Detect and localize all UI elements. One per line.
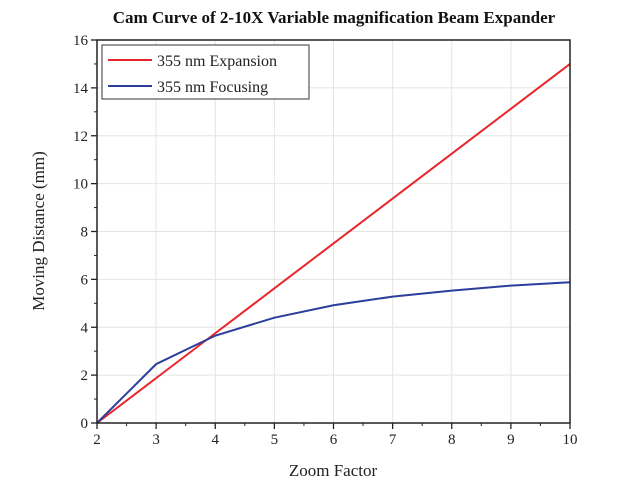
y-tick-label: 16: [73, 33, 89, 49]
x-tick-label: 7: [389, 432, 397, 448]
x-tick-label: 4: [212, 432, 220, 448]
y-tick-label: 0: [81, 416, 89, 432]
x-tick-label: 3: [152, 432, 160, 448]
series-lines: [96, 63, 571, 424]
x-tick-label: 6: [330, 432, 338, 448]
series-line-focusing: [96, 281, 571, 424]
y-tick-label: 10: [73, 177, 88, 193]
y-tick-label: 14: [73, 81, 89, 97]
x-tick-label: 2: [93, 432, 101, 448]
x-tick-label: 9: [507, 432, 515, 448]
y-tick-label: 6: [81, 272, 89, 288]
y-tick-label: 2: [81, 368, 89, 384]
legend-label-expansion: 355 nm Expansion: [157, 53, 277, 70]
series-line-expansion: [96, 63, 571, 424]
legend-label-focusing: 355 nm Focusing: [157, 79, 268, 96]
legend-box: [101, 44, 310, 100]
x-tick-label: 10: [563, 432, 578, 448]
chart-title: Cam Curve of 2-10X Variable magnificatio…: [113, 8, 556, 27]
x-tick-label: 5: [271, 432, 279, 448]
plot-frame: [96, 39, 571, 424]
x-axis-label: Zoom Factor: [289, 461, 378, 480]
y-tick-label: 4: [81, 320, 89, 336]
y-tick-label: 8: [81, 225, 89, 241]
x-tick-label: 8: [448, 432, 456, 448]
y-tick-label: 12: [73, 129, 88, 145]
legend: 355 nm Expansion 355 nm Focusing: [101, 44, 310, 100]
y-axis-label: Moving Distance (mm): [29, 151, 48, 311]
